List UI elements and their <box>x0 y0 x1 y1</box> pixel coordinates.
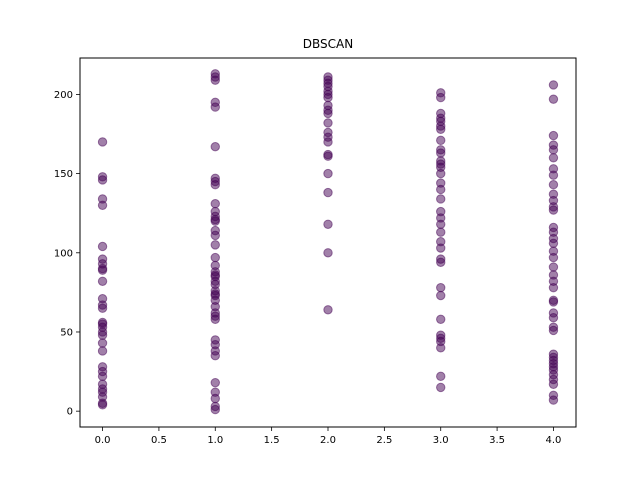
x-tick-label: 2.5 <box>376 435 392 446</box>
scatter-point <box>548 180 559 190</box>
scatter-point <box>210 404 220 415</box>
scatter-point <box>548 297 559 307</box>
scatter-point <box>323 137 333 147</box>
scatter-point <box>323 248 333 258</box>
scatter-point <box>436 168 446 179</box>
scatter-point <box>97 346 108 356</box>
x-tick-label: 2.0 <box>320 435 336 446</box>
scatter-point <box>210 252 220 263</box>
scatter-point <box>210 230 220 241</box>
scatter-point <box>97 137 108 147</box>
scatter-point <box>323 118 333 128</box>
x-tick-label: 0.5 <box>151 435 167 446</box>
scatter-point <box>323 108 333 119</box>
scatter-point <box>548 80 559 90</box>
scatter-point <box>548 252 559 263</box>
scatter-point <box>548 313 559 323</box>
scatter-point <box>210 377 220 388</box>
y-tick-label: 200 <box>54 90 73 101</box>
scatter-point <box>210 199 220 209</box>
scatter-point <box>323 305 333 315</box>
scatter-point <box>323 151 333 161</box>
scatter-point <box>436 282 446 293</box>
points-layer <box>97 69 559 415</box>
scatter-point <box>548 379 559 389</box>
scatter-point <box>436 257 446 267</box>
scatter-point <box>210 216 220 226</box>
x-tick-label: 1.0 <box>207 435 223 446</box>
y-tick-label: 100 <box>54 248 73 259</box>
scatter-point <box>436 219 446 229</box>
scatter-point <box>548 170 559 180</box>
x-axis: 0.0 0.5 1.0 1.5 2.0 2.5 3.0 3.5 4.0 <box>95 427 562 446</box>
scatter-point <box>210 351 220 361</box>
scatter-point <box>548 130 559 141</box>
scatter-point <box>548 145 559 155</box>
scatter-point <box>210 240 220 250</box>
scatter-point <box>97 265 108 275</box>
scatter-point <box>436 227 446 237</box>
scatter-point <box>436 314 446 325</box>
scatter-point <box>548 238 559 248</box>
scatter-point <box>323 187 333 198</box>
scatter-point <box>548 94 559 104</box>
scatter-point <box>436 290 446 301</box>
scatter-point <box>436 135 446 146</box>
x-tick-label: 0.0 <box>95 435 111 446</box>
scatter-point <box>548 205 559 215</box>
scatter-point <box>436 371 446 382</box>
scatter-point <box>436 194 446 204</box>
scatter-point <box>548 395 559 405</box>
scatter-point <box>436 148 446 158</box>
scatter-point <box>548 153 559 163</box>
scatter-point <box>97 241 108 252</box>
scatter-point <box>548 325 559 336</box>
scatter-point <box>97 276 108 286</box>
scatter-point <box>436 382 446 393</box>
x-tick-label: 3.5 <box>489 435 505 446</box>
scatter-point <box>323 219 333 229</box>
x-tick-label: 4.0 <box>546 435 562 446</box>
scatter-point <box>97 371 108 382</box>
scatter-point <box>97 200 108 210</box>
y-tick-label: 150 <box>54 169 73 180</box>
scatter-point <box>210 314 220 325</box>
scatter-point <box>97 303 108 313</box>
y-tick-label: 50 <box>60 327 73 338</box>
scatter-point <box>323 92 333 103</box>
x-tick-label: 3.0 <box>433 435 449 446</box>
scatter-point <box>436 184 446 195</box>
scatter-point <box>436 243 446 253</box>
scatter-point <box>436 343 446 353</box>
scatter-point <box>210 102 220 112</box>
scatter-point <box>210 141 220 152</box>
scatter-point <box>323 168 333 179</box>
scatter-point <box>548 262 559 272</box>
chart-title: DBSCAN <box>303 37 353 51</box>
scatter-point <box>97 330 108 340</box>
y-axis: 0 50 100 150 200 <box>54 90 80 418</box>
scatter-point <box>97 175 108 185</box>
scatter-point <box>97 400 108 410</box>
scatter-point <box>210 75 220 85</box>
scatter-point <box>436 124 446 134</box>
scatter-point <box>436 92 446 103</box>
x-tick-label: 1.5 <box>264 435 280 446</box>
scatter-point <box>97 338 108 348</box>
scatter-point <box>210 393 220 404</box>
y-tick-label: 0 <box>67 407 73 418</box>
scatter-point <box>548 282 559 293</box>
scatter-point <box>210 180 220 190</box>
